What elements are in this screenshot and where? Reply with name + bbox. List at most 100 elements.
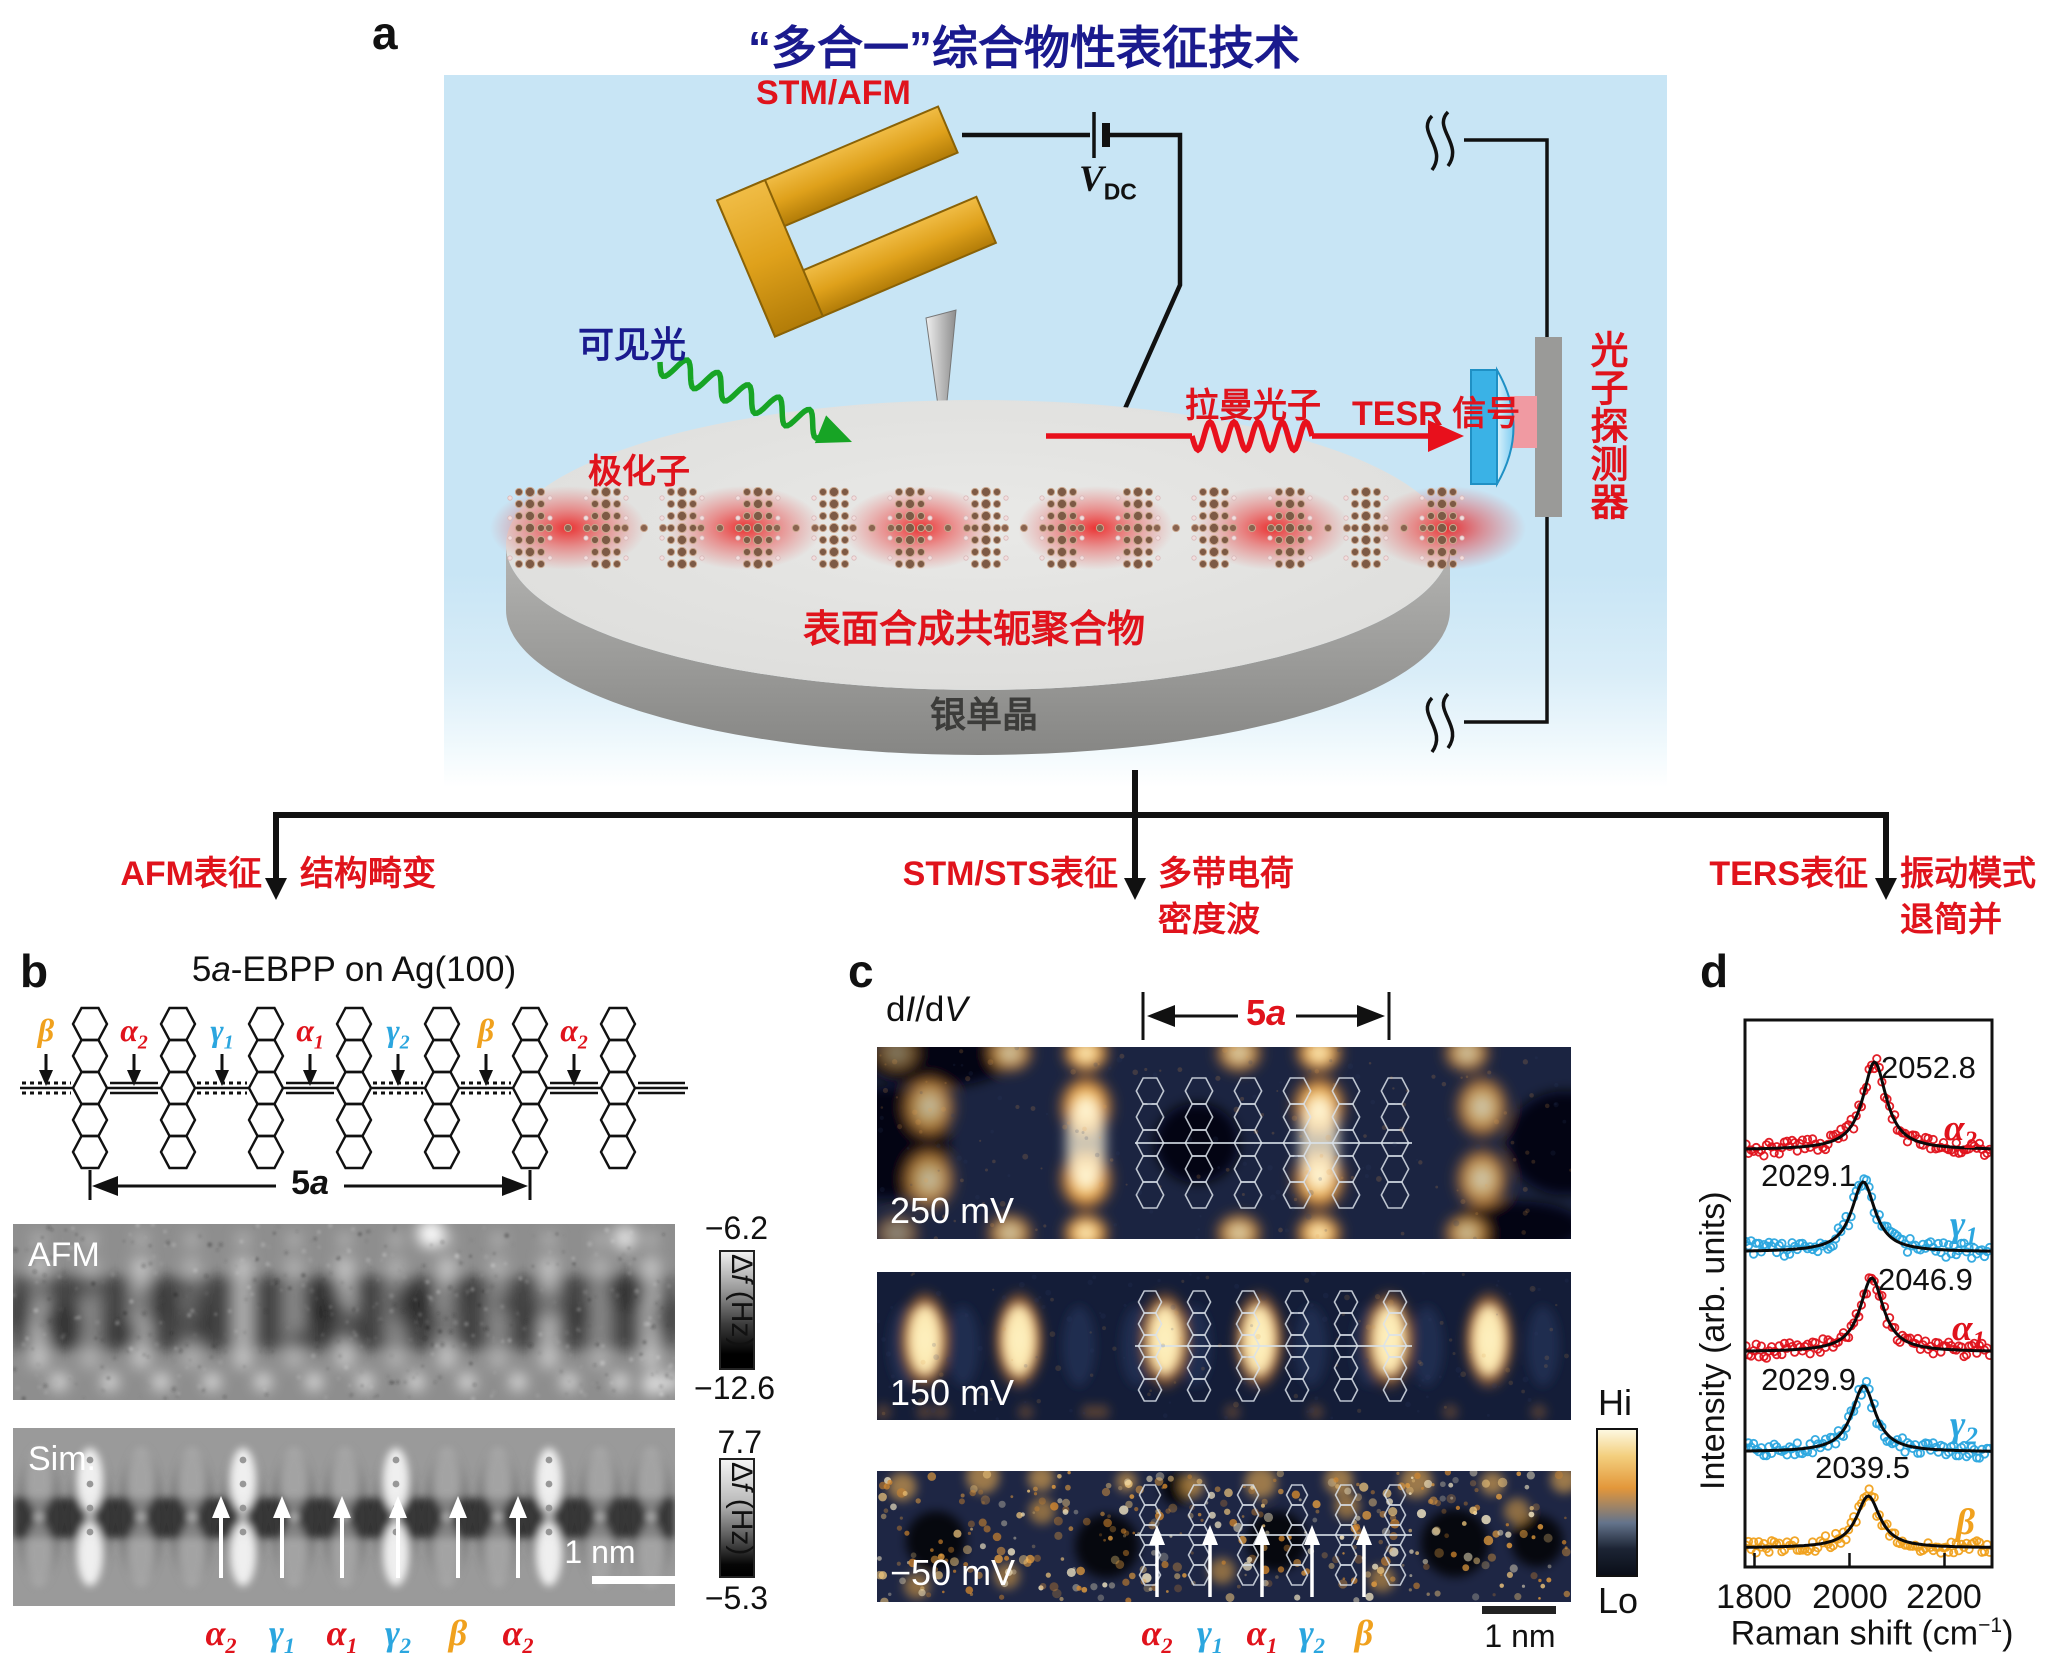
substrate-label: 银单晶 bbox=[929, 694, 1039, 735]
unit-cell-label-b: 5a bbox=[291, 1164, 329, 1203]
title-post: -EBPP on Ag(100) bbox=[230, 950, 517, 989]
raman-spectra-plot: 2052.8 α2 2029.1 γ1 2046.9 α1 2029.9 γ2 2039.5 β bbox=[1743, 1018, 1994, 1569]
vdc-subscript: DC bbox=[1103, 178, 1137, 205]
delta: Δ bbox=[725, 1254, 758, 1275]
afm-colorbar bbox=[719, 1250, 755, 1370]
sim-colorbar-unit: Δf (Hz) bbox=[724, 1462, 758, 1555]
lens-icon bbox=[1470, 366, 1515, 488]
photon-spot bbox=[1510, 396, 1537, 448]
greek-label-α1: α1 bbox=[326, 1613, 358, 1653]
stm-method-label: STM/STS表征 bbox=[902, 855, 1118, 893]
svg-text:α2: α2 bbox=[1944, 1108, 1977, 1154]
greek-label-α1: α1 bbox=[1246, 1613, 1278, 1653]
b-5a-italic: a bbox=[310, 1164, 329, 1202]
afm-method-label: AFM表征 bbox=[120, 855, 262, 893]
vdc-label: VDC bbox=[1079, 158, 1137, 205]
c-5a-pre: 5 bbox=[1245, 992, 1266, 1033]
svg-text:2029.1: 2029.1 bbox=[1761, 1158, 1856, 1193]
didv-v: V bbox=[944, 990, 968, 1029]
greek-label-α1: α1 bbox=[296, 1012, 324, 1054]
xlabel-post: ) bbox=[2002, 1614, 2014, 1653]
x-axis-label: Raman shift (cm−1) bbox=[1731, 1614, 2014, 1653]
stm-scalebar-label: 1 nm bbox=[1484, 1618, 1556, 1653]
raman-signal-wave-arrow bbox=[1046, 418, 1464, 454]
ters-result-line2: 退简并 bbox=[1900, 901, 2002, 939]
svg-text:2052.8: 2052.8 bbox=[1881, 1050, 1976, 1085]
didv-map-250mv bbox=[877, 1047, 1571, 1239]
colorbar-lo-label: Lo bbox=[1598, 1580, 1639, 1621]
greek-label-γ2: γ2 bbox=[1298, 1613, 1326, 1653]
didv-map-minus50mv bbox=[877, 1471, 1571, 1602]
svg-text:γ1: γ1 bbox=[1950, 1204, 1978, 1250]
x-tick-2000: 2000 bbox=[1812, 1578, 1888, 1616]
afm-image bbox=[13, 1224, 675, 1400]
afm-result-label: 结构畸变 bbox=[300, 855, 436, 893]
greek-label-β: β bbox=[37, 1012, 55, 1048]
stm-colorbar bbox=[1596, 1428, 1638, 1577]
afm-simulation-image bbox=[13, 1428, 675, 1606]
tesr-signal-label: TESR 信号 bbox=[1352, 395, 1521, 433]
polymer-label: 表面合成共轭聚合物 bbox=[802, 609, 1146, 651]
afm-colorbar-max: −6.2 bbox=[704, 1210, 768, 1246]
panel-b-label: b bbox=[20, 945, 49, 997]
raman-photon-label: 拉曼光子 bbox=[1185, 387, 1321, 425]
didv-i: I bbox=[905, 990, 916, 1029]
greek-label-α2: α2 bbox=[205, 1613, 237, 1653]
greek-label-γ1: γ1 bbox=[1196, 1613, 1224, 1653]
xlabel-pre: Raman shift (cm bbox=[1730, 1614, 1979, 1653]
bias-label-150mv: 150 mV bbox=[890, 1372, 1015, 1413]
sim-colorbar-min: −5.3 bbox=[704, 1580, 768, 1616]
panel-d-label: d bbox=[1700, 945, 1729, 997]
b-5a-pre: 5 bbox=[291, 1164, 310, 1202]
unit-cell-dimension-c bbox=[1141, 992, 1391, 1040]
panel-a-label: a bbox=[372, 7, 398, 59]
title-pre: 5 bbox=[191, 950, 212, 989]
x-tick-2200: 2200 bbox=[1906, 1578, 1982, 1616]
disc-side bbox=[506, 545, 1450, 755]
ters-result-line1: 振动模式 bbox=[1900, 855, 2036, 893]
greek-label-β: β bbox=[1354, 1613, 1374, 1653]
svg-text:γ2: γ2 bbox=[1950, 1404, 1978, 1450]
afm-colorbar-min: −12.6 bbox=[694, 1370, 775, 1406]
svg-text:2039.5: 2039.5 bbox=[1815, 1450, 1910, 1485]
title-italic: a bbox=[211, 950, 231, 989]
x-tick-1800: 1800 bbox=[1716, 1578, 1792, 1616]
didv-map-150mv bbox=[877, 1272, 1571, 1420]
polaron-label: 极化子 bbox=[588, 453, 690, 491]
sim-scalebar bbox=[592, 1576, 676, 1584]
c-5a-italic: a bbox=[1266, 992, 1287, 1033]
greek-label-γ1: γ1 bbox=[210, 1012, 234, 1054]
unit-cell-dimension-b bbox=[88, 1170, 532, 1200]
delta2: Δ bbox=[725, 1462, 758, 1483]
panel-c-label: c bbox=[848, 945, 874, 997]
bias-circuit-wire bbox=[962, 132, 1183, 421]
unit-rest: (Hz) bbox=[725, 1282, 758, 1348]
battery-icon bbox=[1092, 112, 1110, 158]
stm-tip-icon bbox=[925, 309, 957, 443]
panel-b-title: 5a-EBPP on Ag(100) bbox=[192, 950, 516, 990]
didv-d2: /d bbox=[915, 990, 945, 1029]
greek-label-β: β bbox=[477, 1012, 495, 1048]
greek-label-γ1: γ1 bbox=[268, 1613, 296, 1653]
colorbar-hi-label: Hi bbox=[1598, 1382, 1632, 1423]
branch-arrows bbox=[265, 770, 1897, 900]
greek-label-α2: α2 bbox=[560, 1012, 588, 1054]
polymer-chain bbox=[490, 486, 1526, 570]
greek-label-β: β bbox=[448, 1613, 468, 1653]
sim-colorbar bbox=[719, 1458, 755, 1578]
greek-label-γ2: γ2 bbox=[384, 1613, 412, 1653]
stm-afm-label: STM/AFM bbox=[756, 74, 911, 112]
afm-colorbar-unit: Δf (Hz) bbox=[724, 1254, 758, 1347]
y-axis-label: Intensity (arb. units) bbox=[1694, 1191, 1732, 1490]
didv-label: dI/dV bbox=[886, 990, 968, 1030]
svg-text:α1: α1 bbox=[1952, 1308, 1985, 1354]
didv-d1: d bbox=[886, 990, 906, 1029]
stm-scalebar bbox=[1482, 1606, 1556, 1614]
ters-method-label: TERS表征 bbox=[1709, 855, 1868, 893]
vdc-symbol: V bbox=[1079, 159, 1104, 200]
photodetector-bar bbox=[1535, 337, 1562, 517]
figure-title: “多合一”综合物性表征技术 bbox=[748, 22, 1300, 74]
photon-detector-label: 光子探测器 bbox=[1584, 330, 1626, 520]
